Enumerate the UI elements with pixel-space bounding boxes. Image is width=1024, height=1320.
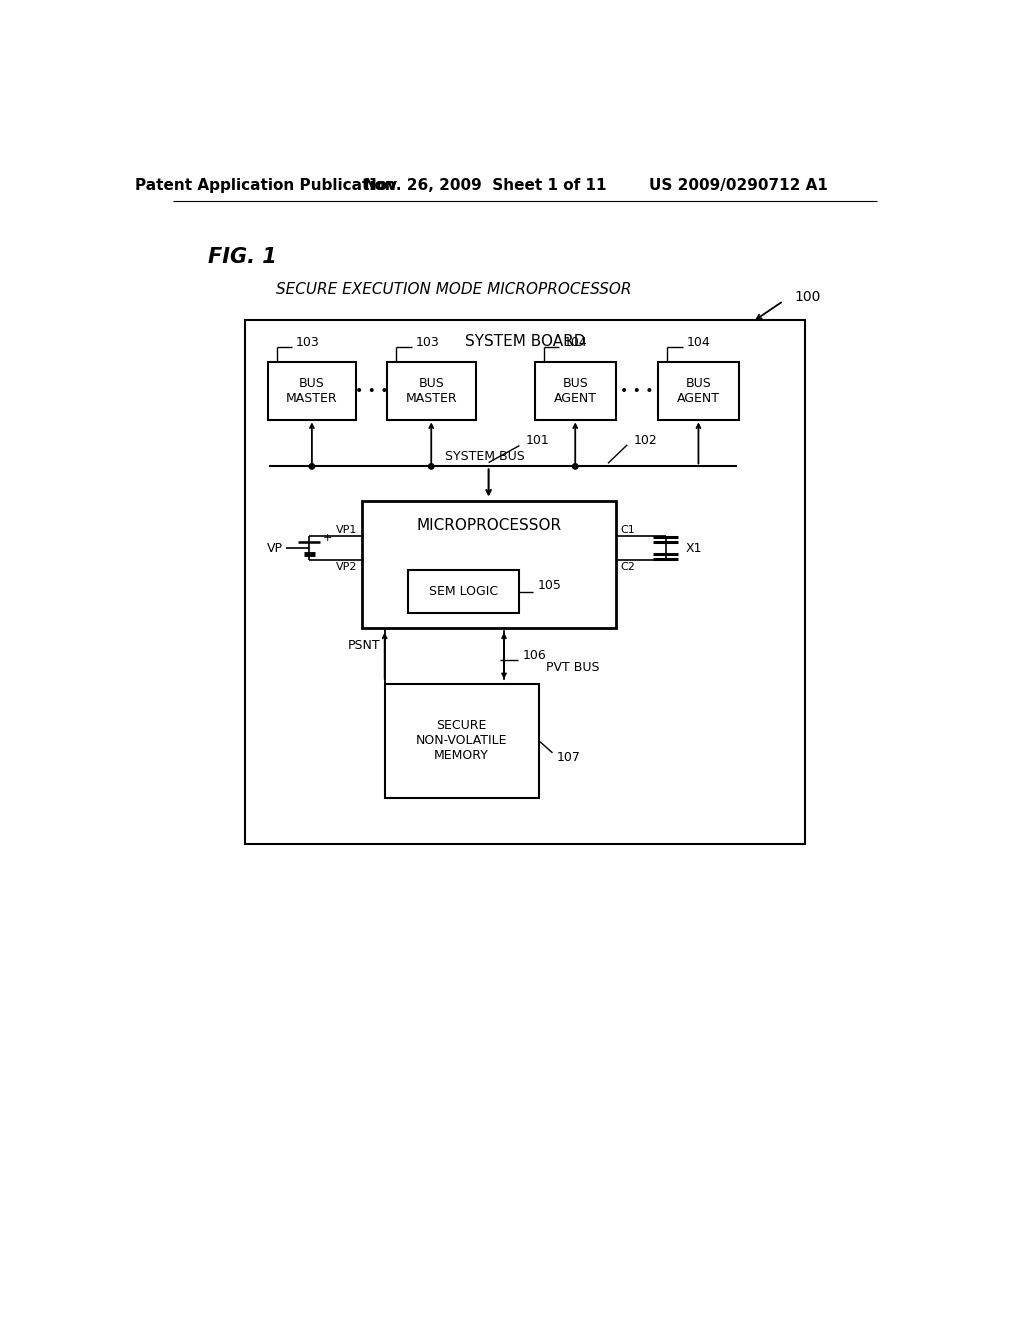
- Text: PSNT: PSNT: [347, 639, 380, 652]
- Text: BUS
AGENT: BUS AGENT: [554, 378, 597, 405]
- Text: PVT BUS: PVT BUS: [547, 661, 600, 675]
- Bar: [267, 363, 356, 420]
- Text: SYSTEM BUS: SYSTEM BUS: [444, 450, 524, 463]
- Bar: [245, 321, 805, 843]
- Text: 104: 104: [686, 335, 711, 348]
- Text: • • •: • • •: [355, 384, 388, 399]
- Bar: [535, 363, 615, 420]
- Text: SYSTEM BOARD: SYSTEM BOARD: [465, 334, 585, 350]
- Text: C2: C2: [621, 562, 635, 573]
- Text: 102: 102: [634, 434, 657, 447]
- Text: SECURE EXECUTION MODE MICROPROCESSOR: SECURE EXECUTION MODE MICROPROCESSOR: [276, 281, 632, 297]
- Bar: [385, 684, 539, 797]
- Text: 100: 100: [795, 290, 820, 304]
- Bar: [408, 570, 519, 612]
- Text: 106: 106: [522, 648, 546, 661]
- Text: 107: 107: [557, 751, 581, 764]
- Text: 103: 103: [296, 335, 319, 348]
- Text: 103: 103: [416, 335, 439, 348]
- Circle shape: [429, 463, 434, 469]
- Circle shape: [309, 463, 314, 469]
- Text: X1: X1: [686, 541, 702, 554]
- Text: SECURE
NON-VOLATILE
MEMORY: SECURE NON-VOLATILE MEMORY: [416, 719, 508, 762]
- Text: US 2009/0290712 A1: US 2009/0290712 A1: [649, 178, 828, 193]
- Bar: [387, 363, 475, 420]
- Text: • • •: • • •: [621, 384, 653, 399]
- Text: 105: 105: [538, 579, 562, 591]
- Text: BUS
MASTER: BUS MASTER: [286, 378, 338, 405]
- Text: Patent Application Publication: Patent Application Publication: [135, 178, 395, 193]
- Text: FIG. 1: FIG. 1: [208, 247, 276, 267]
- Bar: [658, 363, 739, 420]
- Circle shape: [572, 463, 578, 469]
- Text: VP1: VP1: [336, 524, 357, 535]
- Text: VP: VP: [267, 541, 283, 554]
- Text: VP2: VP2: [336, 562, 357, 573]
- Text: 104: 104: [563, 335, 587, 348]
- Text: +: +: [323, 533, 332, 543]
- Text: MICROPROCESSOR: MICROPROCESSOR: [416, 519, 561, 533]
- Text: 101: 101: [525, 434, 549, 447]
- Bar: [361, 502, 615, 628]
- Text: SEM LOGIC: SEM LOGIC: [429, 585, 498, 598]
- Text: Nov. 26, 2009  Sheet 1 of 11: Nov. 26, 2009 Sheet 1 of 11: [364, 178, 606, 193]
- Text: BUS
AGENT: BUS AGENT: [677, 378, 720, 405]
- Text: BUS
MASTER: BUS MASTER: [406, 378, 457, 405]
- Text: C1: C1: [621, 524, 635, 535]
